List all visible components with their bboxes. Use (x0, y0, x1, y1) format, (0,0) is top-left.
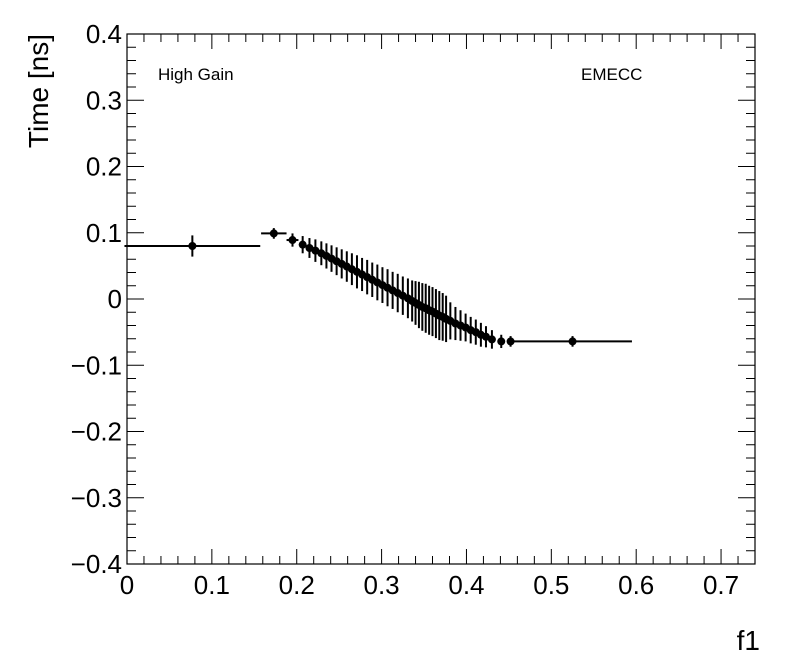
y-tick-label: 0.2 (86, 152, 122, 182)
x-axis-title: f1 (737, 625, 760, 656)
y-axis-title: Time [ns] (23, 34, 54, 148)
y-tick-label: −0.4 (71, 549, 122, 579)
axis-ticks (126, 33, 756, 565)
y-tick-label: 0.3 (86, 85, 122, 115)
y-tick-label: 0.1 (86, 218, 122, 248)
data-point (288, 236, 297, 245)
y-tick-label: −0.2 (71, 417, 122, 447)
y-tick-label: 0.4 (86, 19, 122, 49)
annotation-high-gain: High Gain (158, 65, 234, 84)
x-tick-label: 0 (120, 570, 134, 600)
y-tick-labels: −0.4 −0.3 −0.2 −0.1 0 0.1 0.2 0.3 0.4 (71, 19, 122, 579)
annotation-emecc: EMECC (581, 65, 642, 84)
x-tick-label: 0.7 (703, 570, 739, 600)
x-tick-label: 0.1 (194, 570, 230, 600)
data-points (188, 229, 577, 346)
data-point (269, 229, 278, 238)
data-point (298, 240, 307, 249)
data-point (568, 337, 577, 346)
plot-frame (126, 33, 756, 565)
data-point (487, 335, 496, 344)
x-tick-label: 0.3 (364, 570, 400, 600)
y-tick-label: −0.1 (71, 350, 122, 380)
x-tick-label: 0.6 (618, 570, 654, 600)
y-tick-label: −0.3 (71, 483, 122, 513)
error-bars (124, 228, 632, 349)
y-tick-label: 0 (108, 284, 122, 314)
data-point (506, 337, 515, 346)
x-tick-label: 0.4 (448, 570, 484, 600)
x-tick-label: 0.2 (279, 570, 315, 600)
x-tick-labels: 0 0.1 0.2 0.3 0.4 0.5 0.6 0.7 (120, 570, 739, 600)
data-point (497, 337, 506, 346)
x-tick-label: 0.5 (533, 570, 569, 600)
data-point (188, 242, 197, 250)
